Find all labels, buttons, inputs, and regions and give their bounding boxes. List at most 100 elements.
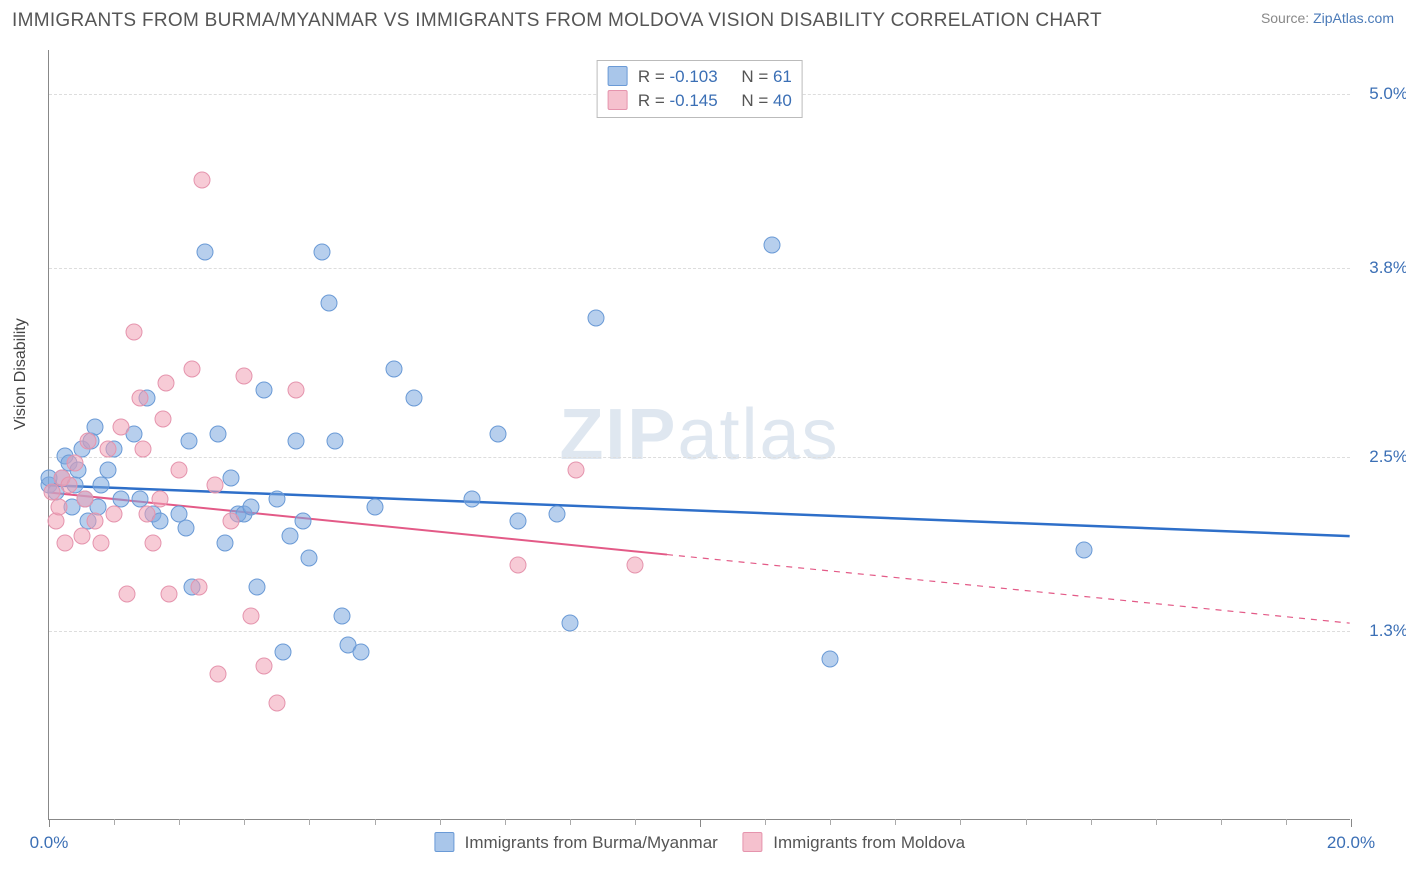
r-label-0: R = <box>638 67 670 86</box>
data-point <box>242 607 259 624</box>
data-point <box>275 643 292 660</box>
data-point <box>509 556 526 573</box>
data-point <box>268 694 285 711</box>
data-point <box>190 578 207 595</box>
data-point <box>210 665 227 682</box>
gridline <box>49 631 1350 632</box>
data-point <box>119 585 136 602</box>
gridline <box>49 457 1350 458</box>
data-point <box>161 585 178 602</box>
x-tick-minor <box>960 819 961 825</box>
data-point <box>177 520 194 537</box>
data-point <box>242 498 259 515</box>
legend-row-0: R = -0.103 N = 61 <box>607 65 792 89</box>
data-point <box>73 527 90 544</box>
x-tick-minor <box>1026 819 1027 825</box>
x-tick-minor <box>1221 819 1222 825</box>
data-point <box>301 549 318 566</box>
data-point <box>223 513 240 530</box>
source-prefix: Source: <box>1261 10 1313 26</box>
data-point <box>76 491 93 508</box>
x-tick-minor <box>1156 819 1157 825</box>
x-tick-label: 20.0% <box>1327 833 1375 853</box>
data-point <box>138 505 155 522</box>
data-point <box>193 171 210 188</box>
data-point <box>288 382 305 399</box>
data-point <box>135 440 152 457</box>
data-point <box>125 324 142 341</box>
data-point <box>86 513 103 530</box>
x-tick-minor <box>375 819 376 825</box>
n-value-0: 61 <box>773 67 792 86</box>
x-tick-label: 0.0% <box>30 833 69 853</box>
legend-swatch-0 <box>607 66 627 86</box>
x-tick-minor <box>505 819 506 825</box>
data-point <box>509 513 526 530</box>
n-value-1: 40 <box>773 91 792 110</box>
source-link[interactable]: ZipAtlas.com <box>1313 10 1394 26</box>
x-tick-major <box>49 819 50 827</box>
x-tick-minor <box>179 819 180 825</box>
x-tick-minor <box>895 819 896 825</box>
data-point <box>568 462 585 479</box>
x-tick-minor <box>635 819 636 825</box>
y-tick-label: 3.8% <box>1358 258 1406 278</box>
x-tick-major <box>700 819 701 827</box>
data-point <box>255 658 272 675</box>
legend-item-label-1: Immigrants from Moldova <box>773 833 965 852</box>
data-point <box>386 360 403 377</box>
data-point <box>47 513 64 530</box>
x-tick-minor <box>1286 819 1287 825</box>
legend-swatch-1 <box>607 90 627 110</box>
r-value-1: -0.145 <box>669 91 717 110</box>
x-tick-minor <box>309 819 310 825</box>
legend-item-1: Immigrants from Moldova <box>743 833 966 852</box>
series-legend: Immigrants from Burma/Myanmar Immigrants… <box>424 832 975 853</box>
x-tick-minor <box>440 819 441 825</box>
data-point <box>366 498 383 515</box>
data-point <box>561 614 578 631</box>
data-point <box>112 418 129 435</box>
n-label-0: N = <box>741 67 773 86</box>
gridline <box>49 268 1350 269</box>
x-tick-major <box>1351 819 1352 827</box>
data-point <box>822 651 839 668</box>
x-tick-minor <box>830 819 831 825</box>
data-point <box>106 505 123 522</box>
data-point <box>464 491 481 508</box>
legend-item-swatch-1 <box>743 832 763 852</box>
y-tick-label: 2.5% <box>1358 447 1406 467</box>
data-point <box>405 389 422 406</box>
data-point <box>236 367 253 384</box>
data-point <box>763 237 780 254</box>
legend-row-1: R = -0.145 N = 40 <box>607 89 792 113</box>
x-tick-minor <box>1091 819 1092 825</box>
data-point <box>57 534 74 551</box>
data-point <box>80 433 97 450</box>
x-tick-minor <box>244 819 245 825</box>
data-point <box>249 578 266 595</box>
y-tick-label: 5.0% <box>1358 84 1406 104</box>
data-point <box>93 534 110 551</box>
data-point <box>490 426 507 443</box>
data-point <box>197 244 214 261</box>
data-point <box>223 469 240 486</box>
plot-area: ZIPatlas R = -0.103 N = 61 R = -0.145 N … <box>48 50 1350 820</box>
data-point <box>626 556 643 573</box>
data-point <box>93 476 110 493</box>
data-point <box>207 476 224 493</box>
trend-line-dashed <box>667 555 1350 624</box>
r-label-1: R = <box>638 91 670 110</box>
data-point <box>151 491 168 508</box>
data-point <box>132 389 149 406</box>
data-point <box>268 491 285 508</box>
data-point <box>180 433 197 450</box>
x-tick-minor <box>570 819 571 825</box>
data-point <box>154 411 171 428</box>
data-point <box>210 426 227 443</box>
data-point <box>353 643 370 660</box>
data-point <box>145 534 162 551</box>
data-point <box>255 382 272 399</box>
r-value-0: -0.103 <box>669 67 717 86</box>
data-point <box>158 375 175 392</box>
